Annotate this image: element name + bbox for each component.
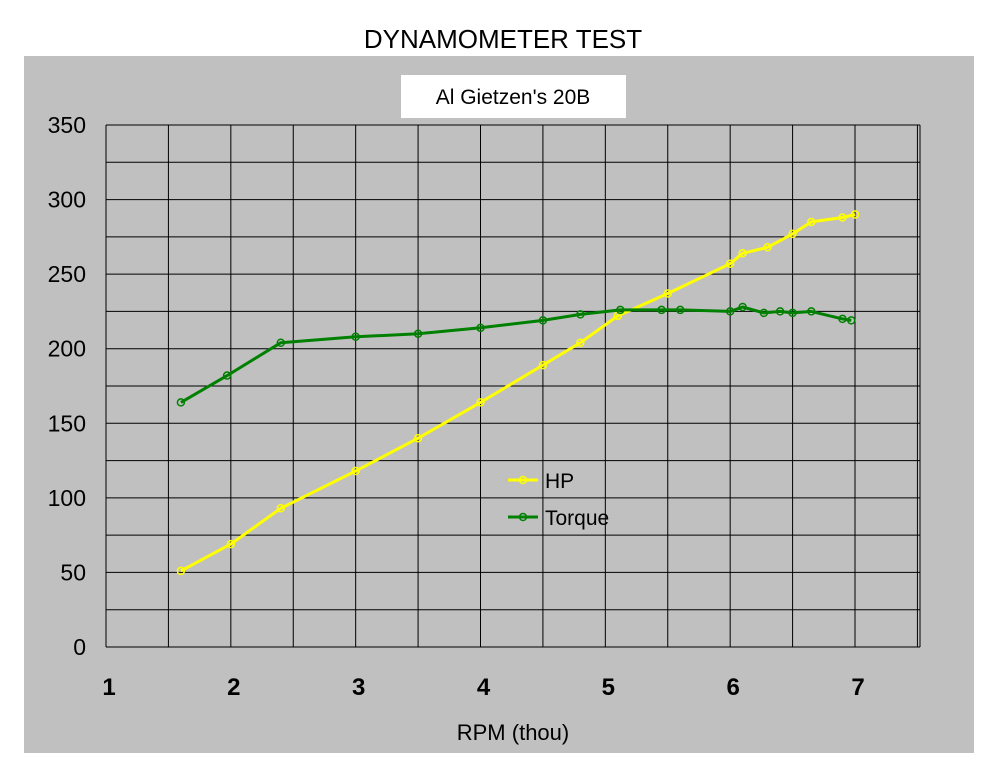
y-tick-label: 200: [48, 336, 86, 362]
legend-label: Torque: [545, 507, 609, 530]
data-point-torque: [807, 307, 816, 316]
data-point-hp: [351, 466, 360, 476]
x-tick-label: 5: [602, 674, 615, 701]
y-axis-ticks: 0 50 100 150 200 250 300 350: [48, 112, 86, 660]
data-point-torque: [838, 314, 847, 324]
x-tick-label: 2: [227, 674, 240, 701]
data-point-torque: [276, 338, 286, 347]
data-point-hp: [807, 217, 816, 227]
data-point-torque: [616, 305, 625, 315]
data-point-hp: [663, 289, 672, 298]
y-tick-label: 300: [48, 187, 86, 213]
y-tick-label: 250: [48, 261, 86, 287]
legend-marker: [518, 475, 528, 485]
data-point-torque: [788, 308, 797, 318]
y-tick-label: 100: [48, 485, 86, 511]
series: [176, 210, 860, 576]
data-point-hp: [276, 504, 286, 513]
data-point-torque: [351, 332, 360, 342]
legend-label: HP: [545, 470, 574, 493]
chart-background: [24, 56, 974, 753]
data-point-torque: [538, 316, 548, 325]
x-tick-label: 3: [352, 674, 365, 701]
data-point-torque: [657, 305, 666, 315]
chart-subtitle: Al Gietzen's 20B: [436, 86, 591, 109]
data-point-hp: [788, 229, 797, 239]
y-tick-label: 350: [48, 112, 86, 138]
data-point-torque: [413, 329, 423, 339]
data-point-torque: [738, 302, 747, 312]
data-point-hp: [476, 398, 485, 407]
x-tick-label: 4: [477, 674, 491, 701]
data-point-hp: [838, 213, 847, 222]
data-point-hp: [576, 338, 585, 347]
data-point-hp: [763, 243, 772, 252]
x-axis-ticks: 1 2 3 4 5 6 7: [102, 674, 864, 701]
y-tick-label: 0: [73, 634, 86, 660]
legend-marker: [518, 512, 528, 522]
legend: HP Torque: [508, 470, 609, 530]
data-point-torque: [775, 307, 785, 316]
subtitle-box: [401, 75, 626, 118]
y-tick-label: 150: [48, 410, 86, 436]
data-point-torque: [476, 323, 485, 333]
x-tick-label: 1: [102, 674, 115, 701]
x-tick-label: 7: [851, 674, 864, 701]
data-point-hp: [725, 259, 735, 268]
grid: [105, 124, 921, 648]
y-tick-label: 50: [60, 559, 86, 585]
data-point-torque: [759, 308, 769, 318]
data-point-hp: [538, 360, 548, 370]
data-point-torque: [176, 398, 186, 407]
series-line-torque: [180, 305, 852, 404]
chart-title: DYNAMOMETER TEST: [364, 24, 642, 54]
data-point-torque: [222, 371, 232, 380]
data-point-torque: [576, 310, 585, 319]
x-axis-label: RPM (thou): [457, 720, 569, 745]
data-point-torque: [847, 316, 856, 325]
series-line-hp: [180, 213, 856, 573]
data-point-hp: [850, 210, 860, 219]
data-point-hp: [176, 566, 186, 576]
data-point-torque: [725, 307, 735, 316]
data-point-hp: [226, 539, 236, 549]
data-point-torque: [675, 305, 685, 315]
data-point-hp: [413, 433, 423, 443]
data-point-hp: [738, 249, 747, 258]
x-tick-label: 6: [726, 674, 739, 701]
